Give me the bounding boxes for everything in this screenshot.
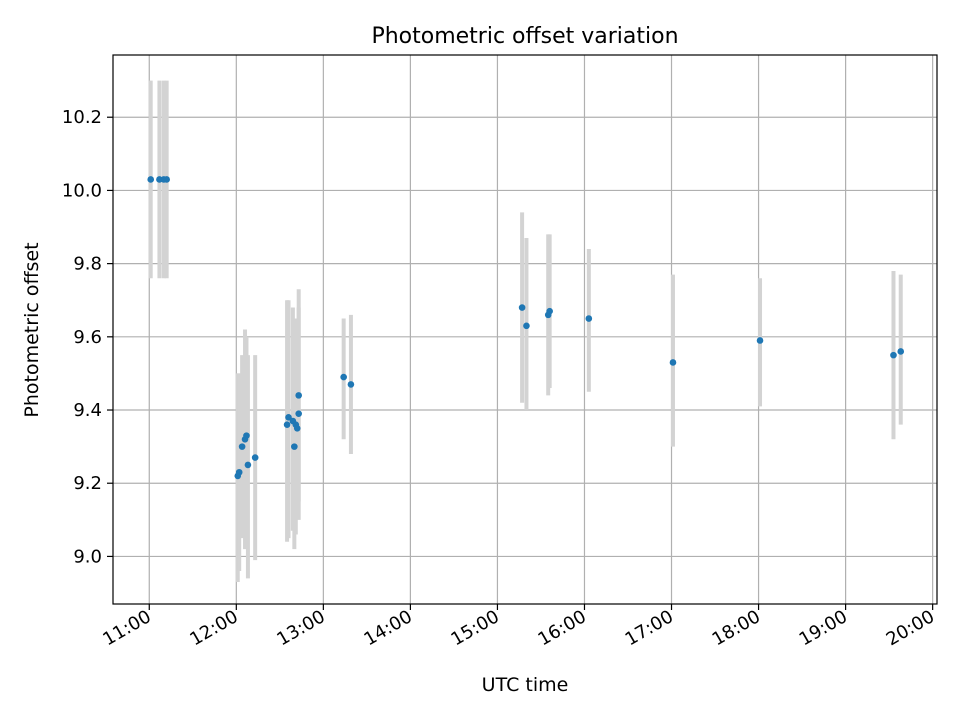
data-point <box>756 337 764 344</box>
data-point <box>295 392 302 399</box>
data-point <box>340 373 347 381</box>
data-point <box>347 381 355 388</box>
data-point <box>243 432 250 439</box>
y-tick-label: 9.4 <box>73 400 102 421</box>
data-point <box>244 461 252 469</box>
data-points <box>147 176 905 480</box>
data-point <box>295 410 302 417</box>
data-point <box>897 348 905 355</box>
data-point <box>285 414 292 421</box>
data-point <box>890 351 897 359</box>
y-tick-label: 9.2 <box>73 473 102 494</box>
data-point <box>669 359 677 366</box>
data-point <box>585 315 593 322</box>
data-point <box>235 468 243 476</box>
x-axis-label: UTC time <box>482 674 569 696</box>
y-axis-label: Photometric offset <box>21 242 43 417</box>
y-tick-label: 9.8 <box>73 254 102 275</box>
data-point <box>291 443 298 450</box>
data-point <box>523 322 530 330</box>
y-tick-label: 10.0 <box>62 180 102 201</box>
data-point <box>163 176 170 183</box>
y-tick-label: 9.0 <box>73 546 102 567</box>
data-point <box>238 443 246 450</box>
data-point <box>518 304 526 311</box>
chart-title: Photometric offset variation <box>371 24 678 49</box>
data-point <box>283 421 291 428</box>
data-point <box>147 176 155 183</box>
data-point <box>546 307 553 315</box>
y-axis: 9.0 9.2 9.4 9.6 9.8 10.0 10.2 <box>62 107 113 567</box>
y-tick-label: 9.6 <box>73 327 102 348</box>
y-tick-label: 10.2 <box>62 107 102 128</box>
plot-frame <box>112 54 938 605</box>
data-point <box>251 454 259 461</box>
data-point <box>293 425 301 432</box>
